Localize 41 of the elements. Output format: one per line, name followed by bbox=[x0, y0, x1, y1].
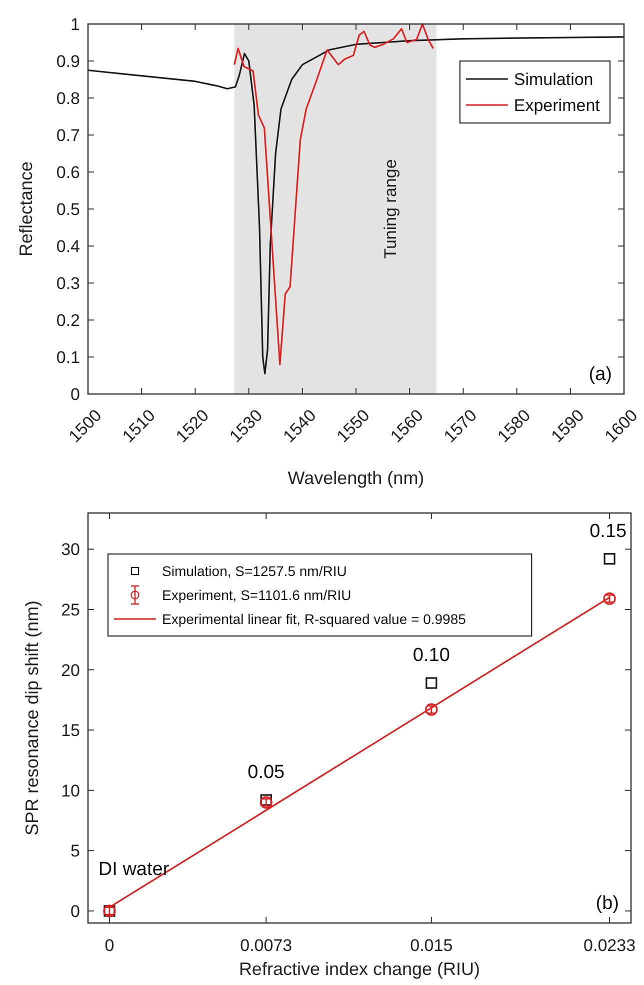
y-tick-label: 0.6 bbox=[56, 163, 80, 182]
y-tick-label: 0 bbox=[70, 385, 80, 404]
y-tick-label: 10 bbox=[61, 781, 80, 800]
x-axis-title: Wavelength (nm) bbox=[288, 468, 424, 488]
annotation: 0.05 bbox=[248, 762, 285, 783]
legend-label: Experiment bbox=[514, 96, 600, 115]
point bbox=[260, 794, 272, 806]
x-tick-label: 0.0073 bbox=[240, 936, 292, 955]
x-tick-label: 0 bbox=[104, 936, 114, 955]
y-tick-label: 1 bbox=[70, 15, 80, 34]
y-tick-label: 0.9 bbox=[56, 52, 80, 71]
y-tick-label: 0.8 bbox=[56, 89, 80, 108]
y-tick-label: 0 bbox=[70, 902, 80, 921]
y-tick-label: 0.4 bbox=[56, 237, 80, 256]
y-tick-label: 0.2 bbox=[56, 311, 80, 330]
legend-label: Experimental linear fit, R-squared value = 0.9985 bbox=[162, 610, 466, 627]
annotation: (b) bbox=[596, 893, 619, 914]
y-tick-label: 0.7 bbox=[56, 126, 80, 145]
annotation: 0.10 bbox=[412, 645, 450, 666]
x-axis-title: Refractive index change (RIU) bbox=[238, 959, 480, 979]
legend-label: Experiment, S=1101.6 nm/RIU bbox=[162, 586, 352, 603]
y-tick-label: 20 bbox=[61, 660, 80, 680]
annotation: DI water bbox=[98, 858, 170, 880]
x-tick-label: 0.015 bbox=[410, 936, 453, 955]
y-axis-title: SPR resonance dip shift (nm) bbox=[22, 600, 42, 836]
annotation: 0.15 bbox=[590, 520, 627, 542]
legend-label: Simulation bbox=[514, 70, 594, 89]
y-tick-label: 0.3 bbox=[56, 274, 80, 293]
x-tick-label: 0.0233 bbox=[584, 936, 636, 955]
band-label: Tuning range bbox=[380, 159, 400, 259]
y-tick-label: 25 bbox=[61, 600, 80, 620]
y-tick-label: 15 bbox=[61, 721, 80, 740]
y-tick-label: 30 bbox=[61, 540, 80, 560]
annotation: (a) bbox=[588, 364, 612, 385]
point bbox=[604, 553, 616, 565]
y-tick-label: 0.1 bbox=[56, 348, 80, 367]
y-tick-label: 5 bbox=[70, 842, 80, 861]
y-tick-label: 0.5 bbox=[56, 200, 80, 219]
legend-label: Simulation, S=1257.5 nm/RIU bbox=[162, 562, 347, 579]
y-axis-title: Reflectance bbox=[16, 161, 36, 257]
point bbox=[426, 677, 438, 689]
